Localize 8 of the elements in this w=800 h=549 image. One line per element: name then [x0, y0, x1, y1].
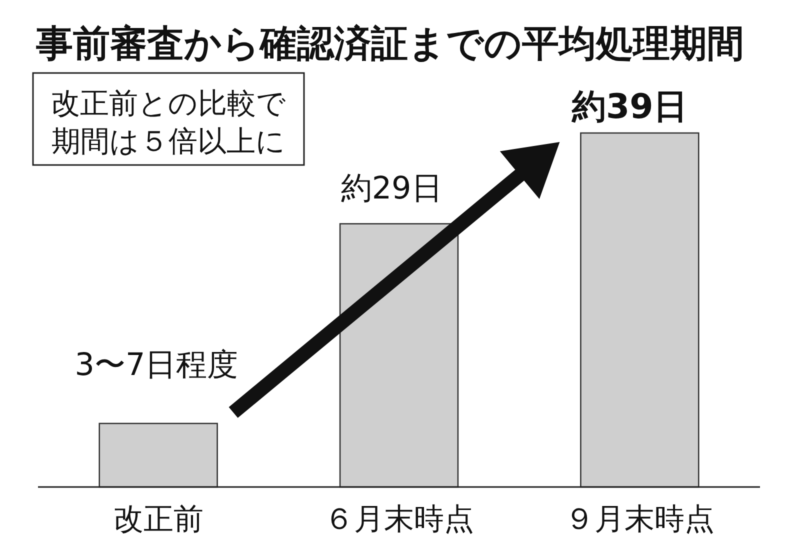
x-tick-label: 改正前	[113, 502, 204, 537]
annotation: 改正前との比較で期間は５倍以上に	[51, 86, 286, 158]
data-label: 3〜7日程度	[74, 346, 238, 383]
x-tick-label: ９月末時点	[564, 502, 715, 537]
x-tick-label: ６月末時点	[324, 502, 474, 537]
data-label: 約39日	[571, 87, 688, 127]
data-label: 約29日	[340, 170, 442, 206]
chart-title: 事前審査から確認済証までの平均処理期間	[35, 22, 744, 65]
